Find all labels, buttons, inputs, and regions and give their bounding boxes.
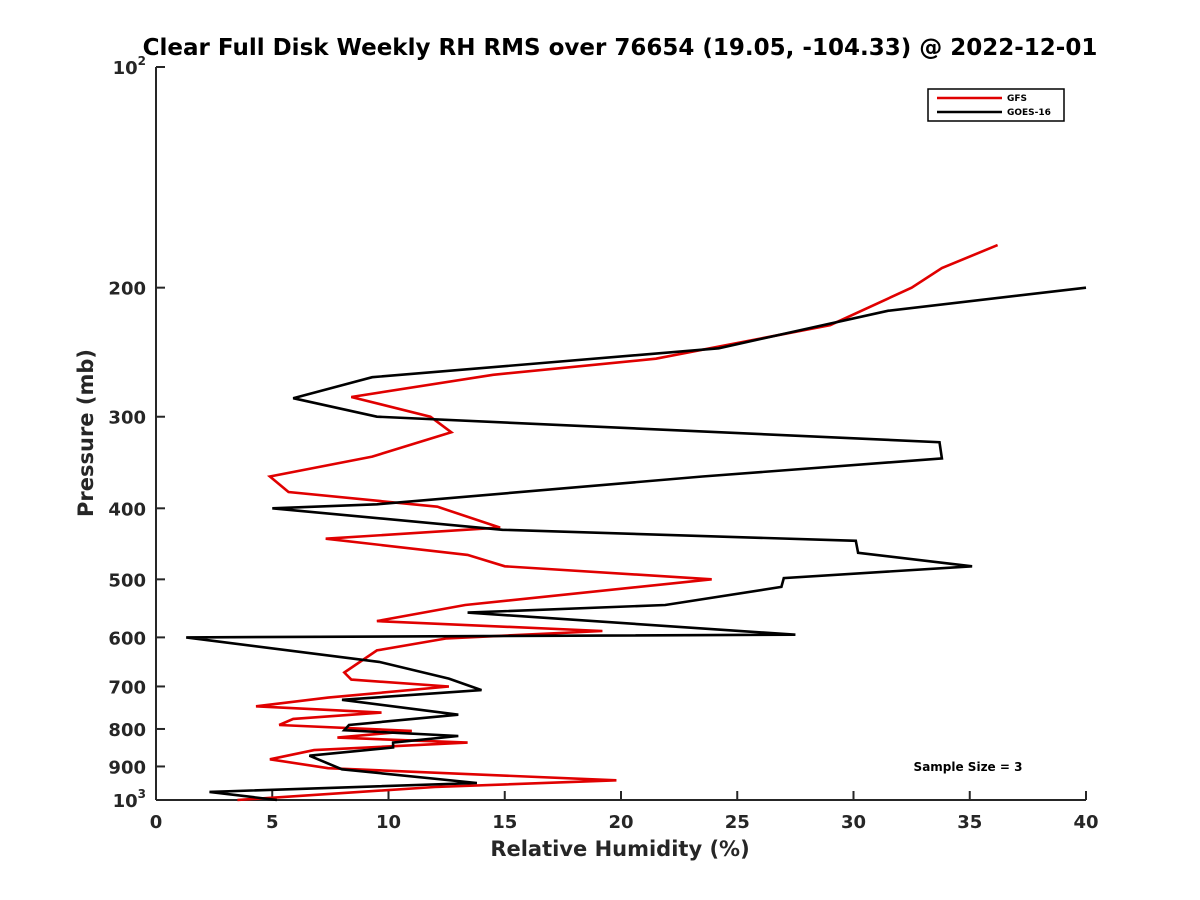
y-tick-label: 200 bbox=[108, 279, 146, 300]
x-tick-label: 5 bbox=[266, 812, 279, 833]
y-tick-label: 900 bbox=[108, 757, 146, 778]
x-tick-label: 40 bbox=[1073, 812, 1098, 833]
y-tick-label: 300 bbox=[108, 408, 146, 429]
x-axis-label: Relative Humidity (%) bbox=[490, 837, 749, 861]
x-ticks: 0 5 10 15 20 25 30 35 40 bbox=[150, 791, 1099, 833]
x-tick-label: 20 bbox=[608, 812, 633, 833]
x-tick-label: 30 bbox=[841, 812, 866, 833]
y-tick-label: 400 bbox=[108, 499, 146, 520]
legend: GFS GOES-16 bbox=[927, 88, 1065, 122]
x-tick-label: 15 bbox=[492, 812, 517, 833]
series-layer bbox=[186, 243, 1087, 802]
sample-size-annotation: Sample Size = 3 bbox=[914, 760, 1023, 774]
y-tick-label: 103 bbox=[113, 787, 146, 812]
y-tick-label: 600 bbox=[108, 628, 146, 649]
y-ticks: 102 200 300 400 500 600 700 800 900 103 bbox=[108, 54, 165, 812]
legend-label-goes16: GOES-16 bbox=[1007, 108, 1051, 118]
y-axis-label: Pressure (mb) bbox=[74, 349, 98, 517]
x-tick-label: 0 bbox=[150, 812, 163, 833]
x-tick-label: 10 bbox=[376, 812, 401, 833]
x-tick-label: 35 bbox=[957, 812, 982, 833]
y-tick-label: 500 bbox=[108, 570, 146, 591]
legend-label-gfs: GFS bbox=[1007, 94, 1027, 104]
series-line-goes16 bbox=[186, 286, 1087, 802]
legend-box bbox=[927, 88, 1065, 122]
axes bbox=[155, 67, 1086, 801]
y-tick-label: 700 bbox=[108, 677, 146, 698]
y-tick-label: 102 bbox=[113, 54, 146, 79]
y-tick-label: 800 bbox=[108, 720, 146, 741]
series-line-gfs bbox=[237, 243, 999, 802]
chart-title: Clear Full Disk Weekly RH RMS over 76654… bbox=[143, 35, 1098, 61]
x-tick-label: 25 bbox=[725, 812, 750, 833]
